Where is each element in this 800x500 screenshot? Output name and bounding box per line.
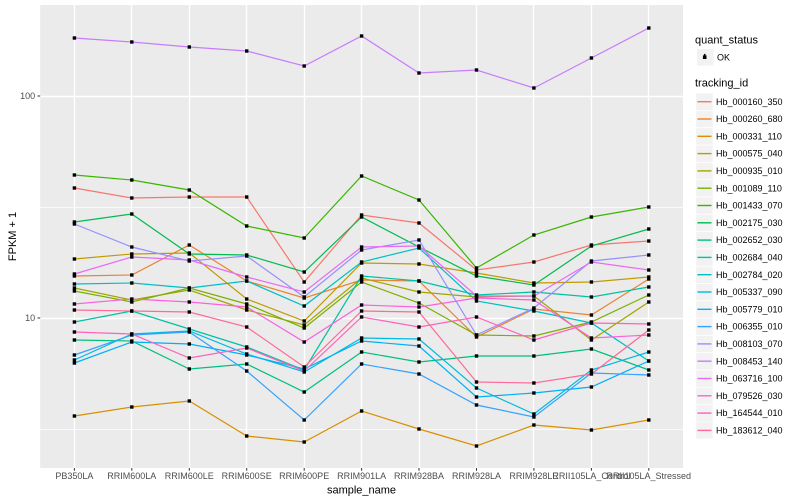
- svg-text:PB350LA: PB350LA: [55, 471, 93, 481]
- svg-text:Hb_063716_100: Hb_063716_100: [716, 374, 783, 384]
- svg-text:RRIM600PE: RRIM600PE: [279, 471, 329, 481]
- svg-text:Hb_000160_350: Hb_000160_350: [716, 97, 783, 107]
- svg-text:RRIM600LA: RRIM600LA: [107, 471, 156, 481]
- svg-text:RRIM600LE: RRIM600LE: [165, 471, 214, 481]
- svg-text:Hb_000331_110: Hb_000331_110: [716, 131, 782, 141]
- svg-text:100: 100: [20, 91, 35, 101]
- svg-text:Hb_079526_030: Hb_079526_030: [716, 391, 783, 401]
- svg-text:Hb_008453_140: Hb_008453_140: [716, 356, 783, 366]
- svg-text:Hb_002652_030: Hb_002652_030: [716, 235, 783, 245]
- svg-text:Hb_008103_070: Hb_008103_070: [716, 339, 783, 349]
- svg-text:RRIM928BA: RRIM928BA: [394, 471, 444, 481]
- svg-text:Hb_183612_040: Hb_183612_040: [716, 426, 783, 436]
- svg-text:quant_status: quant_status: [695, 35, 758, 47]
- svg-text:Hb_006355_010: Hb_006355_010: [716, 322, 783, 332]
- svg-text:Hb_005779_010: Hb_005779_010: [716, 304, 783, 314]
- svg-text:Hb_002175_030: Hb_002175_030: [716, 218, 783, 228]
- svg-text:RRIM600SE: RRIM600SE: [222, 471, 272, 481]
- svg-text:RRIM901LA: RRIM901LA: [337, 471, 386, 481]
- svg-text:Hb_002784_020: Hb_002784_020: [716, 270, 783, 280]
- svg-text:Hb_000260_680: Hb_000260_680: [716, 114, 783, 124]
- svg-text:RRII105LA_Stressed: RRII105LA_Stressed: [607, 471, 692, 481]
- svg-text:tracking_id: tracking_id: [695, 78, 748, 90]
- svg-text:Hb_005337_090: Hb_005337_090: [716, 287, 783, 297]
- svg-text:Hb_164544_010: Hb_164544_010: [716, 408, 783, 418]
- svg-text:RRIM928LE: RRIM928LE: [509, 471, 558, 481]
- svg-text:sample_name: sample_name: [327, 485, 396, 497]
- svg-text:Hb_000575_040: Hb_000575_040: [716, 149, 783, 159]
- svg-text:RRIM928LA: RRIM928LA: [452, 471, 501, 481]
- svg-text:FPKM + 1: FPKM + 1: [7, 212, 19, 261]
- svg-text:Hb_001089_110: Hb_001089_110: [716, 183, 782, 193]
- svg-text:RRII105LA_Control: RRII105LA_Control: [552, 471, 630, 481]
- svg-text:Hb_002684_040: Hb_002684_040: [716, 253, 783, 263]
- svg-text:Hb_001433_070: Hb_001433_070: [716, 201, 783, 211]
- svg-text:OK: OK: [717, 52, 730, 62]
- svg-text:Hb_000935_010: Hb_000935_010: [716, 166, 783, 176]
- svg-text:10: 10: [25, 313, 35, 323]
